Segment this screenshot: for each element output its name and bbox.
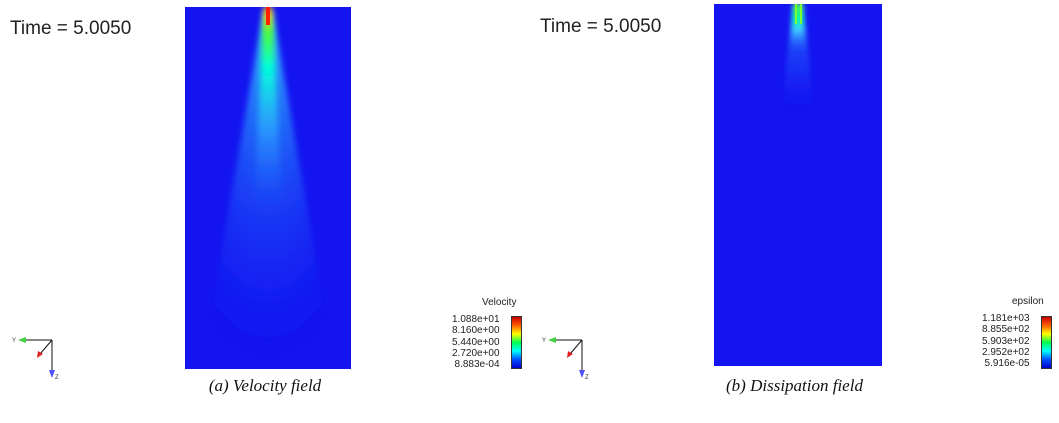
colorbar-tick: 2.952e+02 bbox=[982, 346, 1030, 358]
y-axis-label: Y bbox=[12, 338, 16, 344]
velocity-jet-core bbox=[254, 7, 282, 207]
z-axis-arrow-icon bbox=[579, 370, 585, 378]
colorbar bbox=[1041, 316, 1052, 369]
colorbar-tick: 5.903e+02 bbox=[982, 335, 1030, 347]
time-label: Time = 5.0050 bbox=[540, 16, 662, 37]
colorbar bbox=[511, 316, 522, 369]
y-axis-arrow-icon bbox=[18, 337, 26, 343]
colorbar-tick: 5.916e-05 bbox=[984, 358, 1030, 370]
shear-layer-right bbox=[800, 4, 802, 24]
colorbar-tick: 2.720e+00 bbox=[452, 347, 500, 359]
colorbar-ticks: 1.088e+01 8.160e+00 5.440e+00 2.720e+00 … bbox=[452, 314, 500, 370]
figure-panel-velocity: Time = 5.0050 bbox=[10, 7, 522, 395]
figure-caption: (a) Velocity field bbox=[208, 376, 322, 395]
time-label: Time = 5.0050 bbox=[10, 18, 132, 39]
colorbar-tick: 8.855e+02 bbox=[982, 324, 1030, 336]
x-axis-arrow-icon bbox=[567, 351, 573, 358]
colorbar-tick: 5.440e+00 bbox=[452, 336, 500, 348]
shear-layer-left bbox=[795, 4, 797, 24]
figure-panel-dissipation: Time = 5.0050 bbox=[530, 0, 1059, 423]
z-axis-label: Z bbox=[585, 375, 589, 380]
dissipation-field-plot bbox=[714, 4, 882, 366]
figure-caption: (b) Dissipation field bbox=[726, 376, 863, 395]
velocity-field-plot bbox=[185, 7, 351, 369]
z-axis-label: Z bbox=[55, 375, 59, 380]
colorbar-tick: 1.088e+01 bbox=[452, 314, 500, 325]
x-axis-arrow-icon bbox=[37, 351, 43, 358]
jet-inlet bbox=[266, 7, 270, 25]
colorbar-tick: 8.883e-04 bbox=[454, 359, 500, 371]
colorbar-title: epsilon bbox=[1012, 296, 1044, 307]
colorbar-title: Velocity bbox=[482, 297, 517, 308]
orientation-axes: Y Z bbox=[542, 337, 589, 380]
dissipation-plume bbox=[782, 4, 814, 114]
colorbar-ticks: 1.181e+03 8.855e+02 5.903e+02 2.952e+02 … bbox=[982, 313, 1030, 369]
z-axis-arrow-icon bbox=[49, 370, 55, 378]
colorbar-tick: 8.160e+00 bbox=[452, 325, 500, 337]
y-axis-label: Y bbox=[542, 338, 546, 344]
colorbar-tick: 1.181e+03 bbox=[982, 313, 1030, 324]
y-axis-arrow-icon bbox=[548, 337, 556, 343]
orientation-axes: Y Z bbox=[12, 337, 59, 380]
